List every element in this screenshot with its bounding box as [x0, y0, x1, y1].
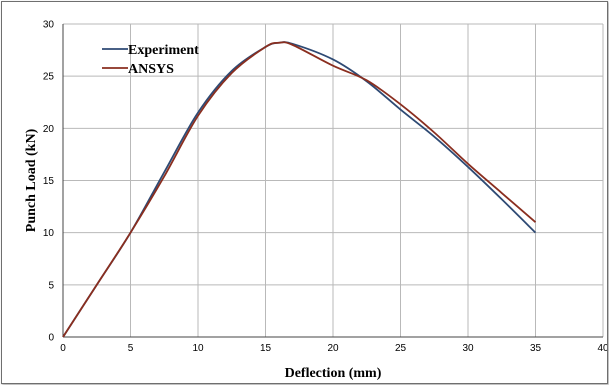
y-tick-label-25: 25 — [43, 72, 55, 83]
series-line-experiment — [62, 41, 537, 338]
x-tick-label-10: 10 — [192, 343, 204, 354]
x-axis-title: Deflection (mm) — [285, 366, 382, 381]
y-tick-label-0: 0 — [48, 333, 54, 344]
series-lines — [62, 41, 537, 338]
legend: Experiment ANSYS — [102, 43, 199, 77]
legend-label-experiment: Experiment — [128, 43, 199, 58]
y-tick-label-15: 15 — [43, 176, 55, 187]
x-tick-label-0: 0 — [60, 343, 66, 354]
legend-label-ansys: ANSYS — [128, 62, 174, 77]
x-tick-label-15: 15 — [260, 343, 272, 354]
x-tick-label-5: 5 — [128, 343, 134, 354]
y-tick-label-30: 30 — [43, 20, 55, 31]
x-tick-label-40: 40 — [597, 343, 607, 354]
x-tick-label-30: 30 — [462, 343, 474, 354]
x-tick-label-20: 20 — [327, 343, 339, 354]
axes — [62, 24, 603, 338]
series-line-ansys — [62, 41, 537, 338]
y-tick-label-10: 10 — [43, 228, 55, 239]
x-tick-label-35: 35 — [530, 343, 542, 354]
y-axis-title: Punch Load (kN) — [24, 128, 39, 232]
y-tick-label-5: 5 — [48, 280, 54, 291]
x-tick-label-25: 25 — [395, 343, 407, 354]
tick-labels: 0 5 10 15 20 25 30 35 40 0 5 10 15 20 25 30 — [43, 20, 607, 355]
y-tick-label-20: 20 — [43, 124, 55, 135]
